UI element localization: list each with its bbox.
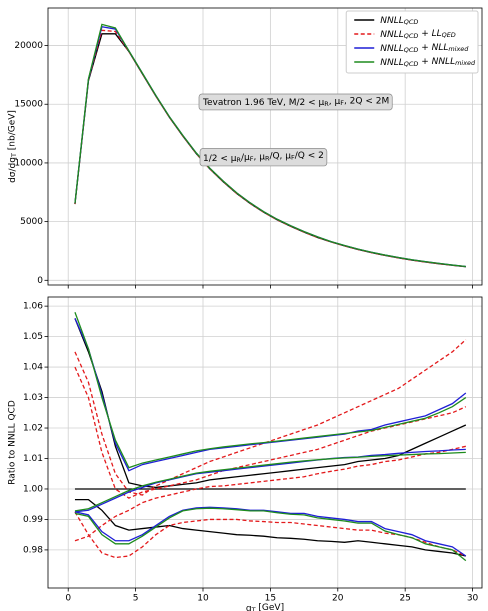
- x-tick-label: 5: [133, 594, 139, 604]
- y-tick-label: 1.02: [23, 424, 43, 434]
- data-line: [74, 312, 467, 469]
- y-tick-label: 1.06: [23, 302, 43, 312]
- y-tick-label: 15000: [14, 100, 43, 110]
- legend-label: NNLLQCD​: [380, 16, 418, 26]
- y-tick-label: 5000: [20, 217, 43, 227]
- y-tick-label: 1.00: [23, 484, 43, 494]
- annotation-box: [198, 93, 393, 111]
- y-axis-label: dσ/dqT​ [nb/GeV]: [7, 110, 18, 183]
- x-tick-label: 15: [265, 594, 276, 604]
- x-tick-label: 20: [332, 594, 344, 604]
- x-tick-label: 10: [197, 594, 209, 604]
- y-tick-label: 0.98: [23, 545, 43, 555]
- y-tick-label: 10000: [14, 158, 43, 168]
- annotation: Tevatron 1.96 TeV, M/2 < μR​, μF​, 2Q < …: [198, 93, 393, 111]
- legend-label: NNLLQCD​ + NNLLmixed​: [380, 57, 476, 68]
- x-axis-label: qT​ [GeV]: [246, 603, 284, 611]
- annotation-box: [199, 148, 328, 167]
- legend-label: NNLLQCD​ + LLQED​: [380, 29, 456, 40]
- x-tick-label: 0: [65, 594, 71, 604]
- y-tick-label: 1.04: [23, 363, 43, 373]
- y-tick-label: 1.05: [23, 332, 43, 342]
- legend-label: NNLLQCD​ + NLLmixed​: [380, 43, 469, 54]
- data-line: [74, 448, 466, 513]
- y-tick-label: 1.03: [23, 393, 43, 403]
- legend-box: [345, 10, 479, 74]
- plot-frame: [47, 296, 483, 589]
- data-line: [74, 339, 467, 496]
- plot-frame: [47, 7, 483, 286]
- y-tick-label: 1.01: [23, 454, 43, 464]
- data-line: [74, 451, 466, 512]
- data-line: [74, 507, 467, 562]
- y-tick-label: 0.99: [23, 515, 43, 525]
- data-line: [74, 23, 466, 268]
- y-tick-label: 0: [37, 276, 43, 286]
- annotation: 1/2 < μR​/μF​, μR​/Q, μF​/Q < 2: [199, 148, 328, 167]
- y-axis-label: Ratio to NNLL QCD: [8, 400, 18, 485]
- data-line: [74, 366, 467, 499]
- legend: NNLLQCD​ NNLLQCD​ + LLQED​ NNLLQCD​ + NLLm…: [345, 10, 479, 74]
- annotation-text: 1/2 < μR​/μF​, μR​/Q, μF​/Q < 2: [203, 150, 324, 163]
- x-tick-label: 25: [399, 594, 410, 604]
- x-tick-label: 30: [467, 594, 479, 604]
- data-line: [74, 506, 467, 557]
- data-line: [74, 445, 466, 542]
- data-line: [74, 498, 466, 557]
- y-tick-label: 20000: [14, 41, 43, 51]
- annotation-text: Tevatron 1.96 TeV, M/2 < μR​, μF​, 2Q < …: [202, 96, 389, 108]
